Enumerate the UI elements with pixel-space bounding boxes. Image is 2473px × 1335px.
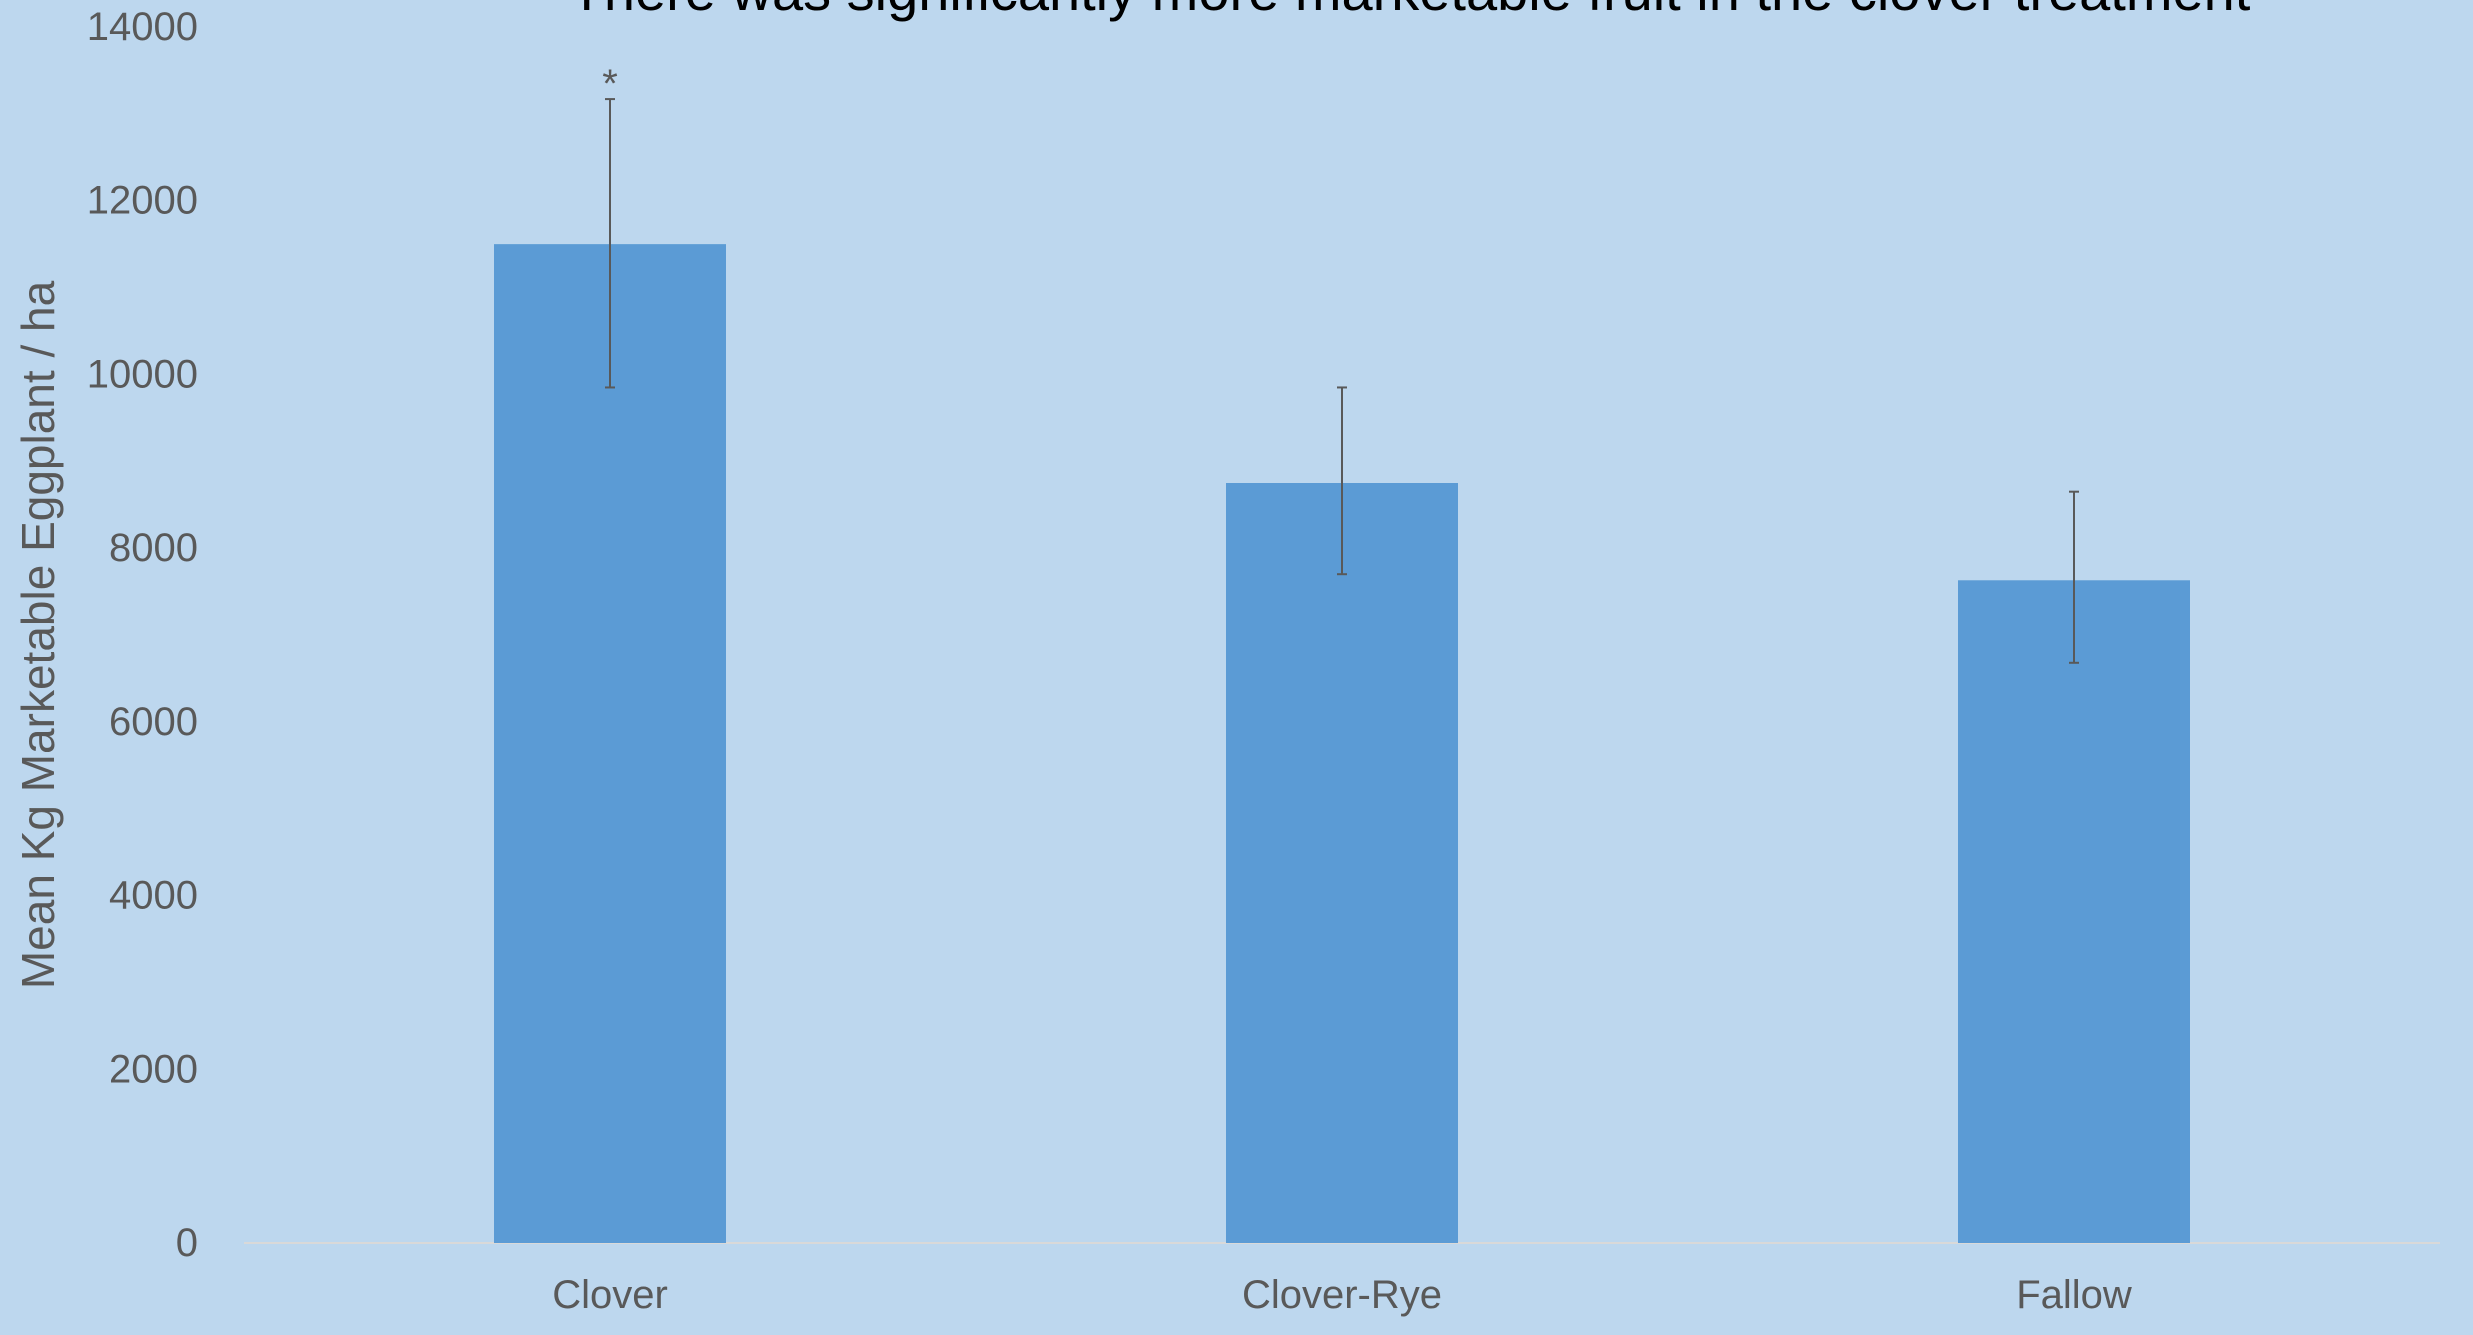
significance-marker: * — [602, 62, 618, 106]
x-axis-ticks: Clover Clover-Rye Fallow — [552, 1273, 2132, 1317]
y-tick-label: 14000 — [87, 5, 198, 49]
x-tick-label: Clover-Rye — [1242, 1273, 1442, 1317]
y-tick-label: 4000 — [109, 874, 198, 918]
bar-fallow — [1958, 580, 2190, 1243]
y-tick-label: 12000 — [87, 179, 198, 223]
y-tick-label: 2000 — [109, 1047, 198, 1091]
chart-title: There was significantly more marketable … — [570, 0, 2251, 22]
bars — [494, 244, 2190, 1244]
x-tick-label: Clover — [552, 1273, 668, 1317]
y-tick-label: 0 — [176, 1221, 198, 1265]
annotations: * — [602, 62, 618, 106]
bar-clover — [494, 244, 726, 1244]
x-tick-label: Fallow — [2016, 1273, 2132, 1317]
y-tick-label: 8000 — [109, 526, 198, 570]
y-tick-label: 6000 — [109, 700, 198, 744]
y-tick-label: 10000 — [87, 352, 198, 396]
y-axis-ticks: 0 2000 4000 6000 8000 10000 12000 14000 — [87, 5, 198, 1265]
y-axis-label: Mean Kg Marketable Eggplant / ha — [12, 280, 64, 989]
bar-clover-rye — [1226, 483, 1458, 1243]
error-bars — [605, 98, 2079, 664]
